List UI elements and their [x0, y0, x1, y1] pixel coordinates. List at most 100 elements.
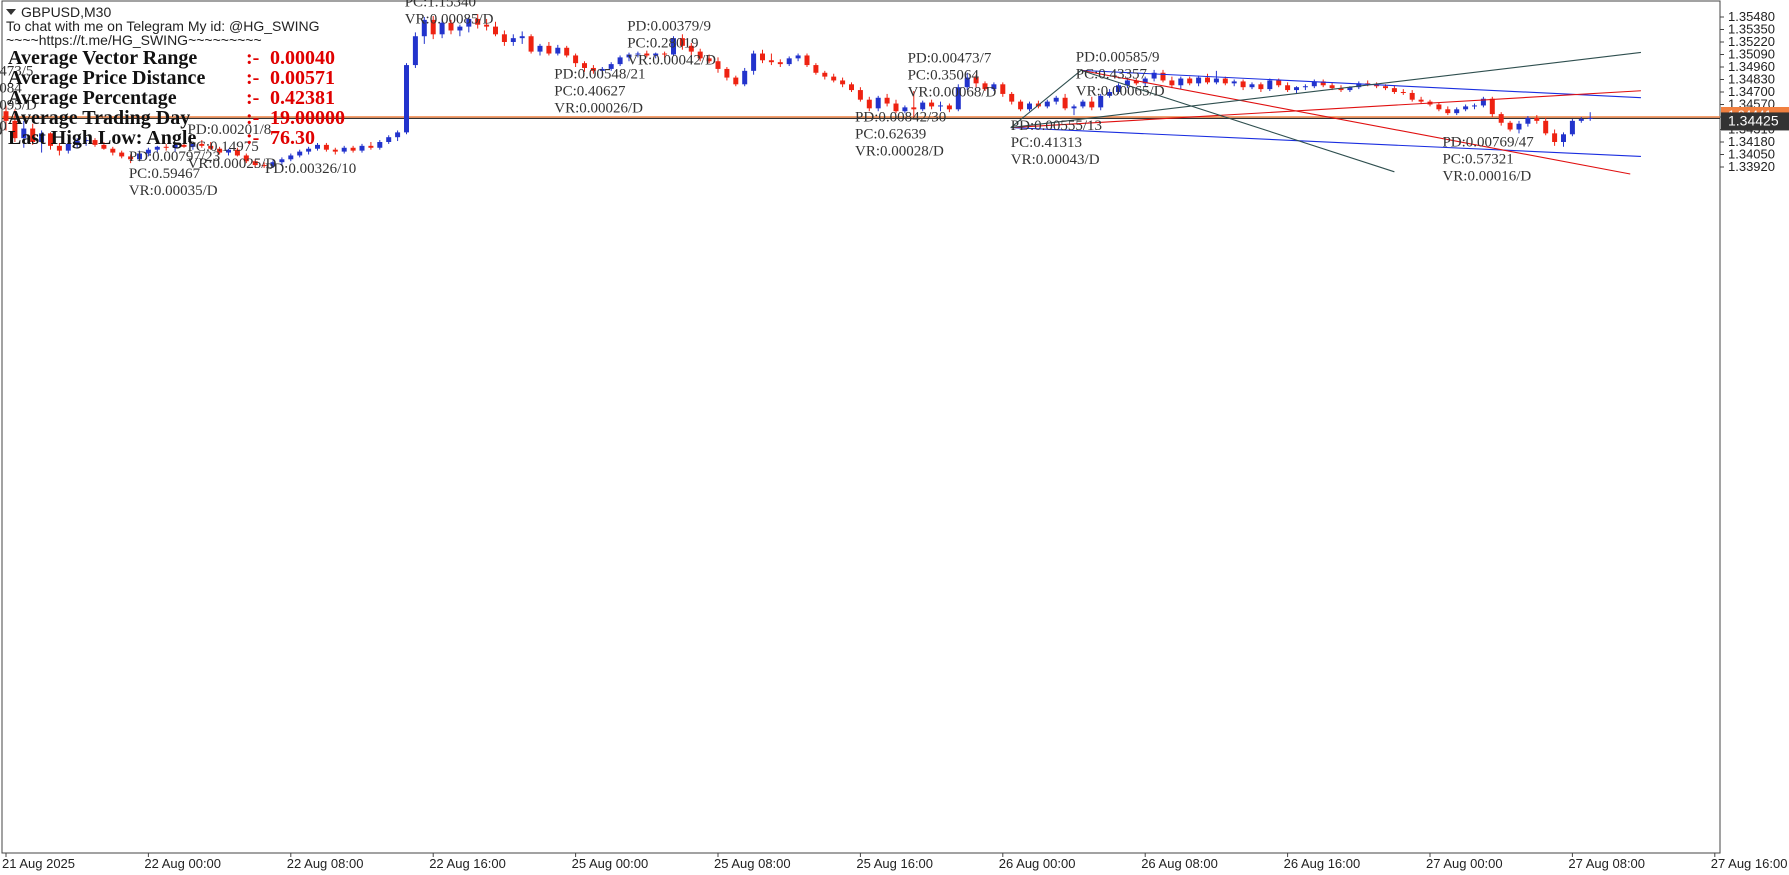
- candle[interactable]: [840, 77, 846, 88]
- candle[interactable]: [938, 101, 943, 112]
- candle[interactable]: [1507, 120, 1513, 132]
- candle[interactable]: [822, 70, 828, 80]
- candle[interactable]: [697, 48, 703, 62]
- candle[interactable]: [288, 153, 294, 162]
- candle[interactable]: [786, 56, 792, 67]
- candle[interactable]: [1472, 103, 1477, 110]
- candle[interactable]: [1445, 106, 1451, 116]
- candle[interactable]: [1009, 91, 1015, 105]
- candle[interactable]: [599, 66, 605, 75]
- symbol-timeframe[interactable]: GBPUSD,M30: [6, 5, 320, 19]
- candle[interactable]: [1418, 96, 1424, 104]
- candle[interactable]: [1196, 75, 1202, 87]
- candle[interactable]: [857, 87, 863, 102]
- candle[interactable]: [315, 142, 320, 151]
- candle[interactable]: [368, 141, 374, 150]
- candle[interactable]: [777, 59, 783, 67]
- candle[interactable]: [163, 143, 169, 151]
- trend-line[interactable]: [1010, 69, 1082, 128]
- candle[interactable]: [573, 53, 579, 67]
- candle[interactable]: [671, 36, 676, 56]
- candle[interactable]: [1231, 79, 1237, 87]
- candle[interactable]: [110, 146, 116, 156]
- candle[interactable]: [1169, 76, 1175, 89]
- candle[interactable]: [234, 147, 240, 157]
- candle[interactable]: [582, 61, 587, 72]
- candle[interactable]: [1534, 115, 1540, 124]
- trend-line[interactable]: [1080, 69, 1395, 173]
- candle[interactable]: [982, 81, 988, 92]
- candle[interactable]: [1409, 90, 1415, 102]
- candle[interactable]: [964, 72, 970, 91]
- candle[interactable]: [332, 147, 338, 155]
- candle[interactable]: [911, 91, 917, 118]
- candle[interactable]: [715, 57, 721, 73]
- candle[interactable]: [12, 109, 18, 142]
- candle[interactable]: [1578, 116, 1584, 123]
- candle[interactable]: [475, 14, 481, 29]
- trend-line[interactable]: [1010, 51, 1641, 129]
- candle[interactable]: [386, 135, 392, 144]
- candle[interactable]: [831, 73, 837, 83]
- candle[interactable]: [1249, 82, 1255, 90]
- candle[interactable]: [626, 52, 632, 62]
- candle[interactable]: [181, 141, 187, 148]
- candle[interactable]: [893, 99, 899, 114]
- candle[interactable]: [1480, 96, 1486, 108]
- candle[interactable]: [421, 17, 427, 44]
- candle[interactable]: [65, 140, 71, 154]
- candle[interactable]: [1018, 99, 1024, 112]
- candle[interactable]: [261, 162, 267, 168]
- candle[interactable]: [430, 16, 436, 40]
- candle[interactable]: [946, 103, 952, 113]
- candle[interactable]: [795, 53, 801, 62]
- candle[interactable]: [733, 75, 739, 87]
- candle[interactable]: [1107, 89, 1113, 98]
- candle[interactable]: [1098, 93, 1104, 111]
- trend-line[interactable]: [1081, 69, 1641, 99]
- candle[interactable]: [849, 82, 854, 92]
- candle[interactable]: [929, 99, 935, 110]
- candle[interactable]: [955, 84, 961, 112]
- candle[interactable]: [1561, 132, 1566, 147]
- candle[interactable]: [617, 55, 623, 67]
- candle[interactable]: [804, 53, 810, 67]
- candle[interactable]: [484, 18, 490, 31]
- candle[interactable]: [377, 140, 383, 150]
- trend-line[interactable]: [1081, 69, 1631, 175]
- candle[interactable]: [644, 50, 650, 58]
- candle[interactable]: [635, 51, 641, 58]
- candle[interactable]: [1205, 73, 1210, 85]
- candle[interactable]: [128, 154, 134, 164]
- candle[interactable]: [323, 142, 329, 152]
- candle[interactable]: [688, 42, 694, 56]
- candle[interactable]: [1116, 83, 1121, 94]
- candle[interactable]: [1525, 116, 1531, 127]
- candle[interactable]: [1053, 95, 1059, 105]
- candle[interactable]: [493, 21, 498, 37]
- candle[interactable]: [813, 63, 819, 75]
- candle[interactable]: [101, 141, 107, 150]
- candle[interactable]: [1178, 76, 1184, 90]
- candle[interactable]: [172, 143, 178, 152]
- candle[interactable]: [359, 143, 365, 153]
- candle[interactable]: [706, 54, 712, 64]
- candle[interactable]: [199, 140, 205, 148]
- candle[interactable]: [1391, 85, 1397, 94]
- candle[interactable]: [1320, 79, 1326, 88]
- candle[interactable]: [1302, 84, 1308, 91]
- candle[interactable]: [751, 50, 757, 75]
- candle[interactable]: [350, 145, 356, 153]
- candle[interactable]: [902, 105, 908, 114]
- candle[interactable]: [1356, 81, 1362, 90]
- candle[interactable]: [30, 123, 36, 145]
- candle[interactable]: [653, 52, 659, 59]
- candle[interactable]: [1400, 89, 1406, 95]
- candle[interactable]: [306, 146, 312, 155]
- candle[interactable]: [1569, 118, 1575, 137]
- candle[interactable]: [1080, 99, 1086, 109]
- candle[interactable]: [875, 95, 881, 112]
- candle[interactable]: [760, 49, 765, 64]
- candle[interactable]: [1187, 76, 1193, 86]
- candle[interactable]: [1240, 79, 1246, 91]
